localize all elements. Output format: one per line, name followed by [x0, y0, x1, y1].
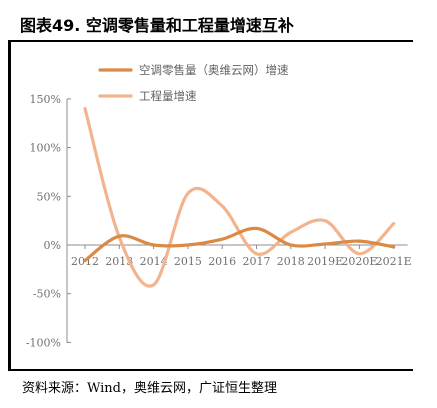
legend-label: 空调零售量（奥维云网）增速 — [139, 63, 289, 77]
bottom-rule — [8, 369, 413, 371]
x-tick-label: 2016 — [208, 255, 236, 268]
series-line-1 — [83, 226, 396, 263]
x-tick-label: 2017 — [243, 255, 271, 268]
x-tick-label: 2018 — [277, 255, 305, 268]
x-axis: 2012 2013 2014 2015 2016 2017 2018 2019E2020E20… — [67, 244, 412, 268]
x-tick-label: 2021E — [376, 255, 412, 268]
x-tick-label: 2015 — [174, 255, 202, 268]
y-tick-label: 50% — [37, 190, 61, 203]
x-tick-label: 2019E — [307, 255, 343, 268]
legend-label: 工程量增速 — [139, 89, 197, 103]
top-rule — [8, 40, 413, 42]
left-frame-line — [8, 42, 11, 369]
y-tick-label: 0% — [44, 239, 61, 252]
y-tick-label: -50% — [33, 288, 61, 301]
y-axis: -100% -50% 0% 50% 100% 150% — [26, 93, 71, 349]
y-tick-label: 100% — [30, 142, 61, 155]
x-tick-label: 2014 — [140, 255, 168, 268]
series-line-2 — [83, 107, 396, 288]
x-tick-label: 2020E — [341, 255, 377, 268]
y-tick-label: -100% — [26, 336, 61, 349]
source-note: 资料来源：Wind，奥维云网，广证恒生整理 — [22, 381, 277, 396]
y-tick-label: 150% — [30, 93, 61, 106]
chart-title: 图表49. 空调零售量和工程量增速互补 — [20, 16, 294, 35]
series-group — [83, 107, 396, 288]
title-bar: 图表49. 空调零售量和工程量增速互补 — [8, 0, 413, 40]
